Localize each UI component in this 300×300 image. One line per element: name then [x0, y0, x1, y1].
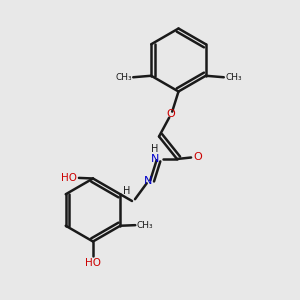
Text: N: N: [151, 154, 159, 164]
Text: CH₃: CH₃: [225, 73, 242, 82]
Text: CH₃: CH₃: [137, 221, 153, 230]
Text: H: H: [123, 186, 130, 196]
Text: O: O: [167, 109, 176, 119]
Text: HO: HO: [61, 173, 76, 183]
Text: H: H: [151, 145, 158, 154]
Text: HO: HO: [85, 258, 101, 268]
Text: O: O: [194, 152, 202, 163]
Text: N: N: [144, 176, 153, 187]
Text: CH₃: CH₃: [115, 73, 132, 82]
